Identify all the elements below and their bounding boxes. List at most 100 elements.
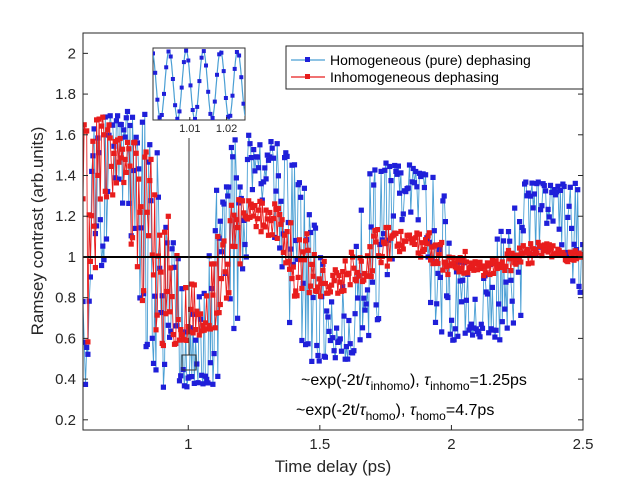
- data-point-homogeneous: [546, 214, 552, 220]
- data-point-inhomogeneous: [277, 212, 283, 218]
- data-point-homogeneous: [431, 228, 437, 234]
- data-point-inhomogeneous: [95, 172, 101, 178]
- data-point-homogeneous: [555, 183, 561, 189]
- data-point-inhomogeneous: [246, 198, 252, 204]
- data-point-homogeneous: [153, 367, 159, 373]
- inset-data-point: [226, 114, 231, 119]
- data-point-inhomogeneous: [353, 278, 359, 284]
- data-point-inhomogeneous: [524, 246, 530, 252]
- data-point-homogeneous: [478, 321, 484, 327]
- data-point-inhomogeneous: [398, 228, 404, 235]
- data-point-inhomogeneous: [235, 225, 241, 231]
- annotation-inhomo-part-3: =1.25ps: [470, 372, 527, 389]
- data-point-inhomogeneous: [263, 207, 269, 213]
- data-point-inhomogeneous: [178, 327, 184, 333]
- data-point-homogeneous: [112, 175, 118, 181]
- inset-data-point: [215, 72, 219, 77]
- inset-data-point: [234, 50, 239, 54]
- data-point-homogeneous: [529, 180, 535, 186]
- data-point-inhomogeneous: [97, 196, 103, 202]
- data-point-inhomogeneous: [241, 210, 247, 216]
- data-point-homogeneous: [388, 178, 394, 184]
- series-layer: [83, 108, 583, 390]
- legend-box: [285, 45, 584, 90]
- data-point-inhomogeneous: [451, 260, 457, 266]
- data-point-inhomogeneous: [193, 327, 199, 333]
- data-point-inhomogeneous: [337, 279, 343, 285]
- data-point-inhomogeneous: [547, 246, 554, 252]
- data-point-homogeneous: [362, 307, 368, 313]
- data-point-inhomogeneous: [456, 269, 462, 275]
- inset-data-point: [223, 96, 228, 100]
- data-point-inhomogeneous: [142, 154, 148, 160]
- y-tick-label: 1.4: [55, 168, 76, 185]
- data-point-homogeneous: [168, 328, 174, 334]
- data-point-homogeneous: [530, 205, 536, 211]
- data-point-homogeneous: [462, 330, 468, 336]
- data-point-inhomogeneous: [440, 267, 446, 273]
- data-point-homogeneous: [561, 183, 567, 190]
- data-point-homogeneous: [113, 118, 119, 124]
- data-point-inhomogeneous: [196, 332, 202, 338]
- data-point-inhomogeneous: [502, 267, 508, 273]
- data-point-inhomogeneous: [430, 261, 436, 267]
- data-point-homogeneous: [84, 344, 90, 350]
- data-point-inhomogeneous: [237, 261, 243, 267]
- inset-data-point: [232, 66, 237, 71]
- legend: Homogeneous (pure) dephasing Inhomogeneo…: [285, 45, 584, 90]
- zoom-inset: 1.01 1.02: [152, 47, 246, 135]
- data-point-inhomogeneous: [487, 271, 493, 278]
- data-point-homogeneous: [100, 243, 106, 249]
- data-point-inhomogeneous: [419, 240, 425, 246]
- data-point-inhomogeneous: [168, 265, 174, 271]
- data-point-homogeneous: [268, 139, 274, 145]
- data-point-inhomogeneous: [330, 272, 336, 278]
- annotation-homo-sub-2: homo: [416, 409, 446, 423]
- data-point-homogeneous: [122, 134, 128, 140]
- data-point-homogeneous: [363, 301, 369, 307]
- data-point-homogeneous: [207, 360, 213, 366]
- data-point-inhomogeneous: [167, 309, 173, 315]
- data-point-homogeneous: [152, 293, 158, 299]
- inset-data-point: [237, 53, 242, 58]
- data-point-inhomogeneous: [426, 230, 432, 236]
- data-point-homogeneous: [133, 134, 139, 140]
- data-point-homogeneous: [576, 283, 582, 289]
- data-point-inhomogeneous: [351, 265, 357, 271]
- data-point-homogeneous: [214, 187, 220, 193]
- data-point-inhomogeneous: [513, 261, 519, 267]
- data-point-homogeneous: [538, 207, 544, 213]
- data-point-inhomogeneous: [111, 150, 117, 156]
- data-point-inhomogeneous: [194, 308, 200, 314]
- data-point-homogeneous: [428, 299, 434, 306]
- data-point-inhomogeneous: [96, 116, 102, 122]
- data-point-homogeneous: [232, 137, 238, 143]
- inset-data-point: [179, 85, 184, 90]
- y-tick-label: 0.8: [55, 290, 76, 307]
- data-point-homogeneous: [398, 170, 404, 176]
- data-point-inhomogeneous: [254, 216, 260, 222]
- data-point-homogeneous: [359, 325, 366, 331]
- data-point-homogeneous: [489, 284, 495, 290]
- data-point-homogeneous: [393, 168, 399, 174]
- legend-label-inhomogeneous: Inhomogeneous dephasing: [330, 69, 499, 85]
- data-point-inhomogeneous: [122, 156, 128, 162]
- data-point-inhomogeneous: [280, 249, 286, 255]
- data-point-inhomogeneous: [481, 273, 487, 279]
- data-point-homogeneous: [322, 354, 328, 360]
- data-point-inhomogeneous: [138, 204, 144, 210]
- data-point-homogeneous: [205, 380, 211, 386]
- data-point-inhomogeneous: [406, 232, 413, 238]
- data-point-inhomogeneous: [144, 209, 150, 215]
- data-point-homogeneous: [397, 190, 403, 196]
- annotation-homo-tau-2: τ: [410, 402, 417, 419]
- inset-data-point: [239, 75, 244, 80]
- data-point-inhomogeneous: [523, 250, 529, 256]
- data-point-homogeneous: [269, 145, 275, 151]
- data-point-homogeneous: [502, 306, 508, 312]
- data-point-inhomogeneous: [256, 207, 262, 213]
- data-point-homogeneous: [164, 240, 170, 246]
- data-point-homogeneous: [83, 339, 87, 345]
- data-point-homogeneous: [196, 294, 202, 300]
- inset-data-point: [168, 54, 173, 59]
